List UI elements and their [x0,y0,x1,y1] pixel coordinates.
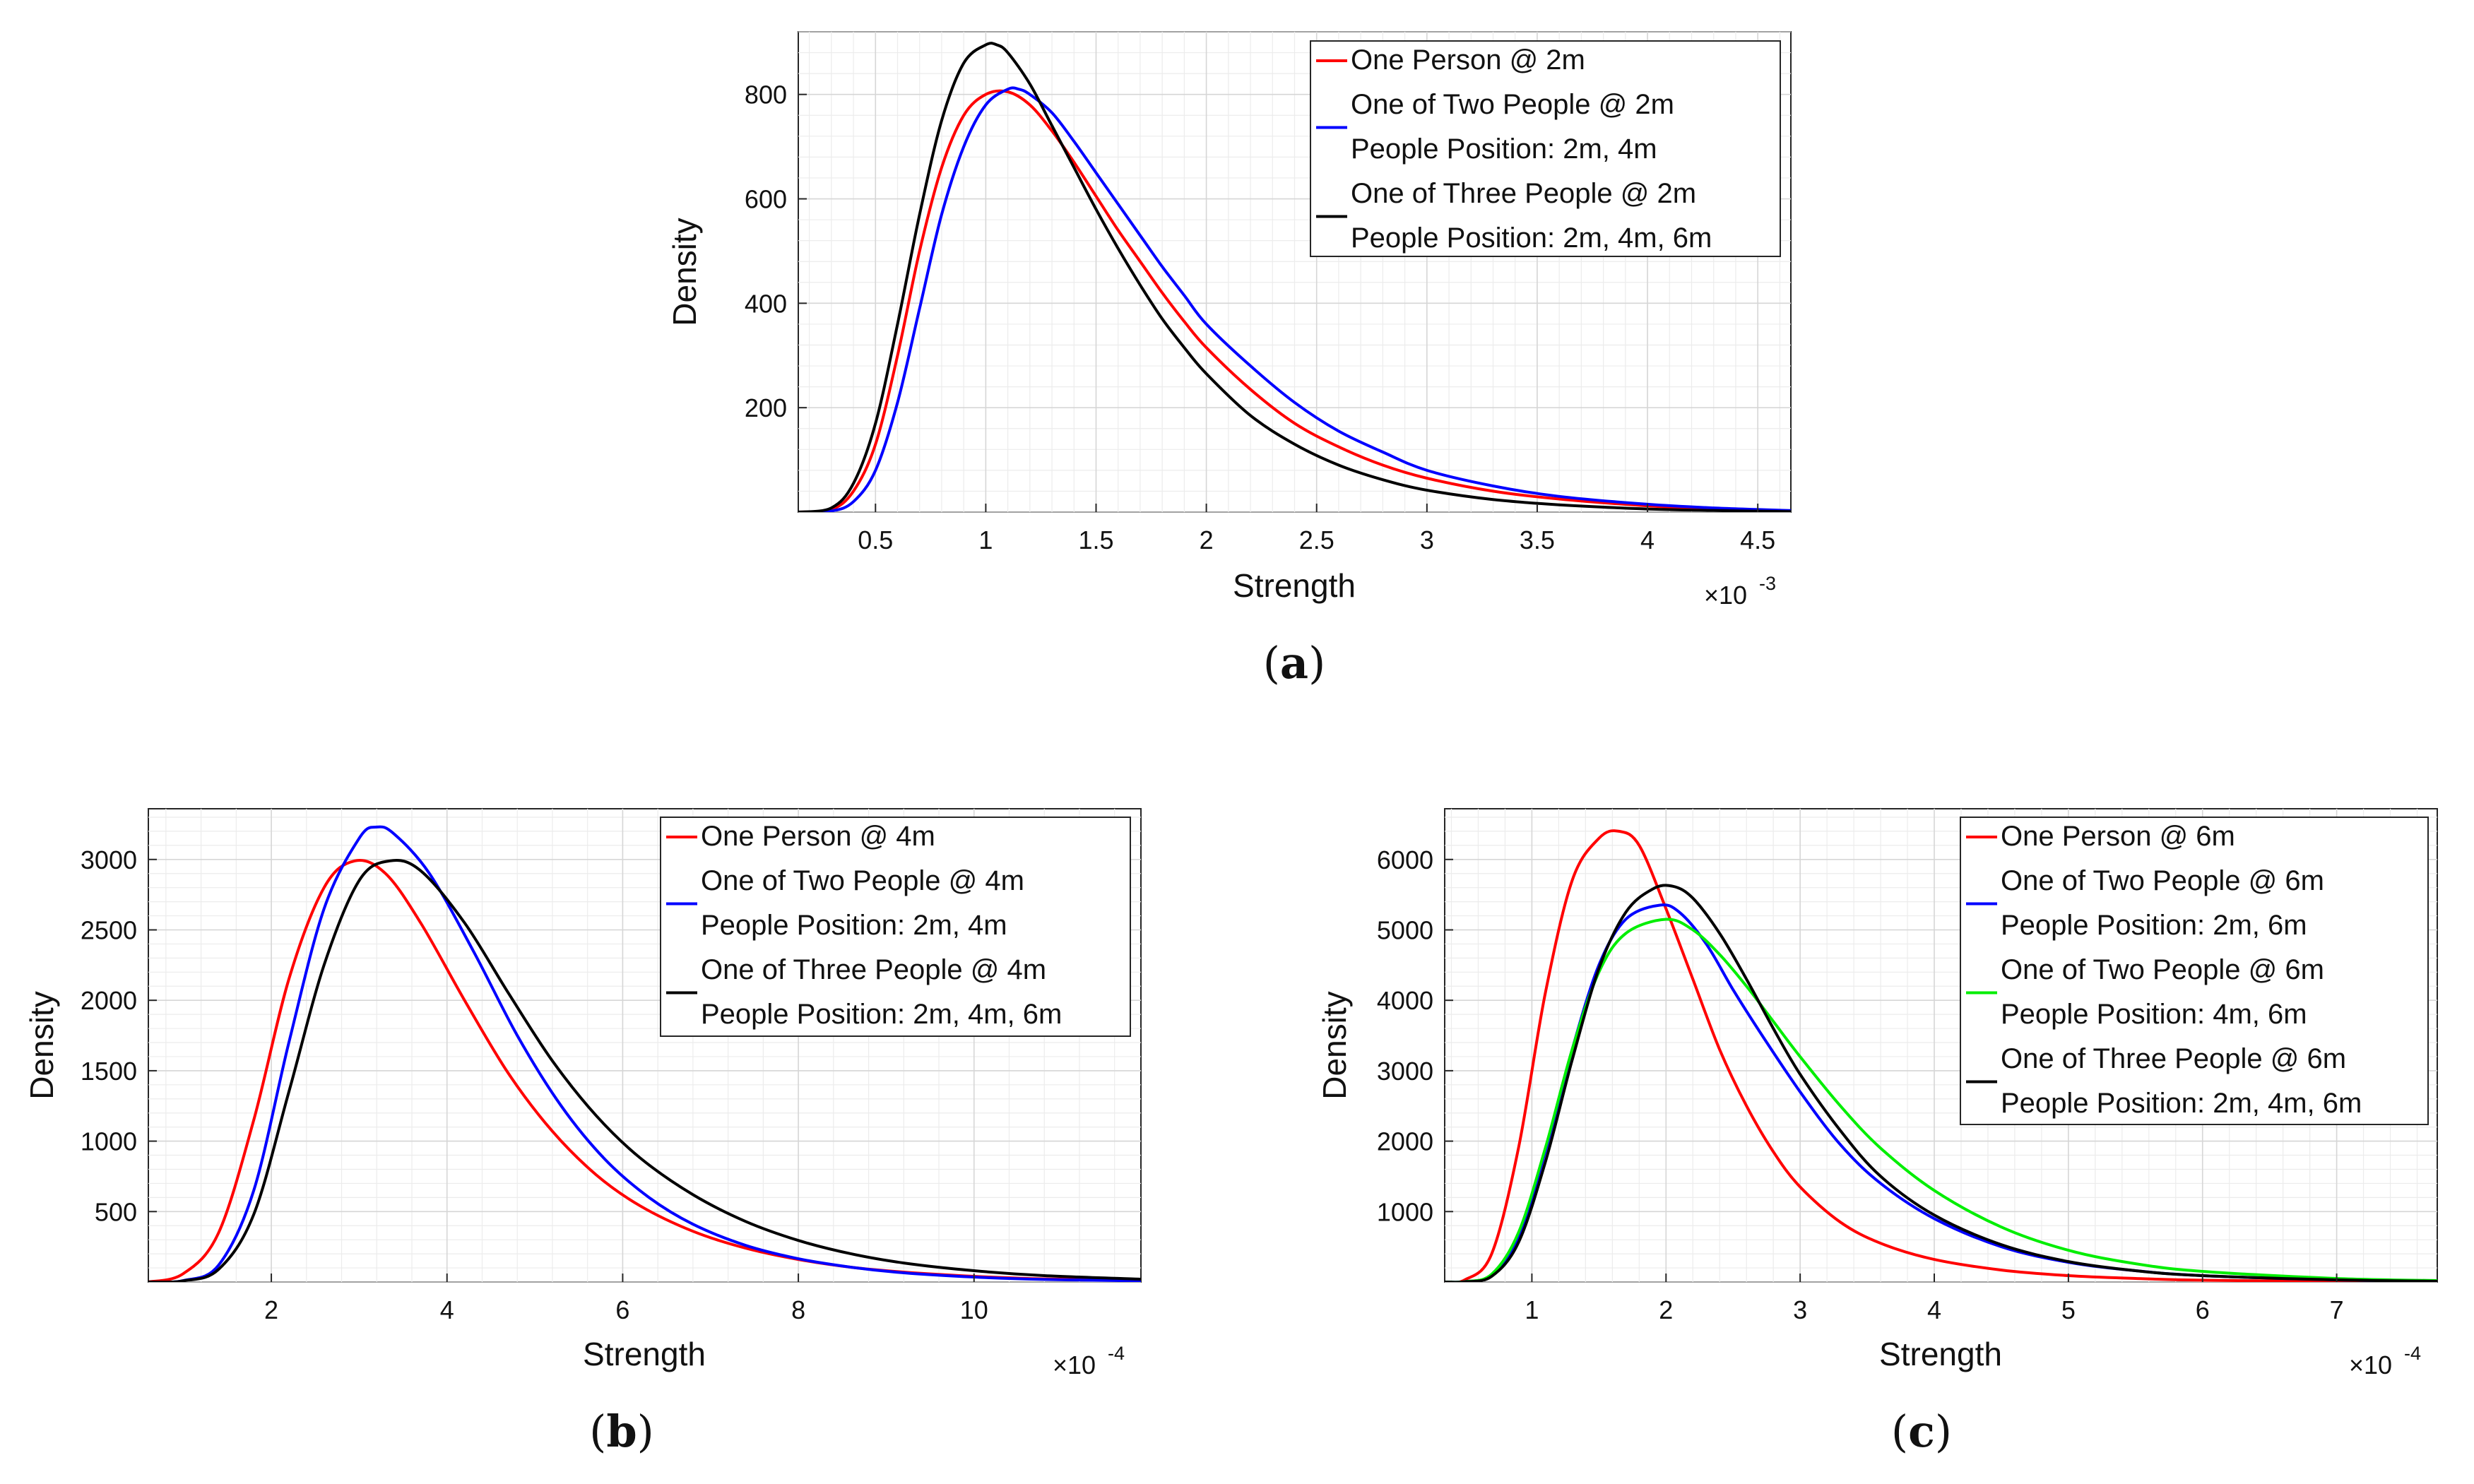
panel-c-yticks: 1000 2000 3000 4000 5000 6000 [1377,845,1453,1226]
x-tick-label: 4 [440,1295,454,1324]
x-tick-label: 4 [1927,1295,1941,1324]
panel-a-legend: One Person @ 2m One of Two People @ 2m Peo… [1310,40,1781,257]
panel-a-x-multiplier: ×10 [1704,581,1747,610]
panel-b-xticks: 2 4 6 8 10 [264,1274,988,1324]
legend-box [1960,817,2429,1125]
legend-entry-text: One Person @ 4m [701,821,935,852]
y-tick-label: 1500 [81,1057,137,1086]
x-tick-label: 4.5 [1740,526,1775,554]
legend-entry-text: One of Two People @ 6m [2001,865,2324,896]
series-line-a-1 [798,86,1791,512]
panel-b-yticks: 500 1000 1500 2000 2500 3000 [81,845,157,1226]
x-tick-label: 2 [1659,1295,1673,1324]
panel-a-y-label: Density [666,218,703,326]
y-tick-label: 800 [745,81,787,109]
y-tick-label: 3000 [1377,1057,1433,1086]
legend-entry-text: People Position: 2m, 4m [701,910,1007,941]
legend-entry-text: One of Two People @ 4m [701,865,1024,896]
panel-b-series [148,825,1141,1282]
x-tick-label: 3 [1420,526,1434,554]
legend-entry-text: One Person @ 2m [1351,44,1585,76]
y-tick-label: 3000 [81,845,137,874]
series-line-a-2 [798,42,1791,512]
x-tick-label: 10 [960,1295,988,1324]
y-tick-label: 200 [745,393,787,422]
legend-box [1310,40,1781,257]
x-tick-label: 4 [1640,526,1655,554]
y-tick-label: 2500 [81,915,137,944]
x-tick-label: 7 [2330,1295,2344,1324]
x-tick-label: 5 [2061,1295,2076,1324]
x-tick-label: 3.5 [1520,526,1555,554]
y-tick-label: 2000 [1377,1127,1433,1156]
series-line-c-0 [1445,829,2437,1282]
x-tick-label: 1.5 [1078,526,1113,554]
y-tick-label: 1000 [1377,1197,1433,1226]
series-line-b-2 [148,858,1141,1282]
panel-c-legend: One Person @ 6m One of Two People @ 6m Pe… [1960,817,2429,1125]
series-line-c-3 [1445,884,2437,1282]
legend-entry-text: One of Three People @ 6m [2001,1043,2346,1074]
panel-a: 0.5 1 1.5 2 2.5 3 3.5 4 4.5 200 400 600 800 Strengt… [666,31,1792,689]
panel-a-xticks: 0.5 1 1.5 2 2.5 3 3.5 4 4.5 [858,504,1775,554]
y-tick-label: 6000 [1377,845,1433,874]
panel-b-legend: One Person @ 4m One of Two People @ 4m Peo… [660,817,1131,1037]
panel-a-series [798,42,1791,512]
legend-entry-text: One of Two People @ 6m [2001,954,2324,985]
panel-b-caption: (b) [589,1406,654,1457]
panel-a-grid [798,31,1791,513]
x-tick-label: 2 [1200,526,1214,554]
legend-entry-text: People Position: 2m, 4m [1351,133,1657,165]
panel-b-x-exponent: -4 [1108,1343,1125,1364]
panel-b-y-label: Density [23,991,60,1099]
panel-b-caption-letter: b [606,1406,637,1457]
y-tick-label: 600 [745,185,787,214]
panel-c-x-multiplier: ×10 [2349,1351,2392,1379]
y-tick-label: 4000 [1377,986,1433,1015]
x-tick-label: 8 [791,1295,805,1324]
x-tick-label: 2 [264,1295,278,1324]
y-tick-label: 1000 [81,1127,137,1156]
y-tick-label: 400 [745,289,787,318]
legend-entry-text: People Position: 2m, 4m, 6m [701,999,1062,1030]
y-tick-label: 2000 [81,986,137,1015]
panel-c-caption: (c) [1891,1406,1952,1457]
series-line-a-0 [798,89,1791,512]
x-tick-label: 6 [615,1295,629,1324]
panel-a-x-exponent: -3 [1759,573,1776,594]
legend-entry-text: One of Three People @ 4m [701,954,1046,985]
legend-entry-text: One of Two People @ 2m [1351,89,1674,120]
legend-box [660,817,1131,1037]
panel-a-x-label: Strength [1233,567,1356,604]
legend-entry-text: One Person @ 6m [2001,821,2235,852]
legend-entry-text: People Position: 2m, 6m [2001,910,2307,941]
x-tick-label: 1 [978,526,993,554]
legend-entry-text: People Position: 2m, 4m, 6m [1351,222,1712,254]
panel-a-caption-letter: a [1280,637,1308,689]
y-tick-label: 5000 [1377,915,1433,944]
panel-c-y-label: Density [1316,991,1353,1099]
x-tick-label: 6 [2196,1295,2210,1324]
panel-b-x-label: Strength [583,1336,706,1372]
legend-entry-text: One of Three People @ 2m [1351,178,1696,209]
y-tick-label: 500 [95,1197,137,1226]
panel-c: 1 2 3 4 5 6 7 1000 2000 3000 4000 5000 6000 Strengt… [1316,808,2438,1457]
panel-c-x-exponent: -4 [2404,1343,2421,1364]
panel-c-caption-letter: c [1908,1406,1935,1457]
panel-c-x-label: Strength [1879,1336,2002,1372]
panel-b-x-multiplier: ×10 [1053,1351,1096,1379]
panel-a-caption: (a) [1263,637,1326,689]
panel-c-series [1445,829,2437,1282]
x-tick-label: 1 [1525,1295,1539,1324]
x-tick-label: 0.5 [858,526,893,554]
legend-entry-text: People Position: 2m, 4m, 6m [2001,1088,2362,1119]
panel-c-xticks: 1 2 3 4 5 6 7 [1525,1274,2344,1324]
panel-a-yticks: 200 400 600 800 [745,81,807,422]
series-line-b-1 [148,825,1141,1282]
x-tick-label: 3 [1793,1295,1807,1324]
x-tick-label: 2.5 [1299,526,1334,554]
legend-entry-text: People Position: 4m, 6m [2001,999,2307,1030]
